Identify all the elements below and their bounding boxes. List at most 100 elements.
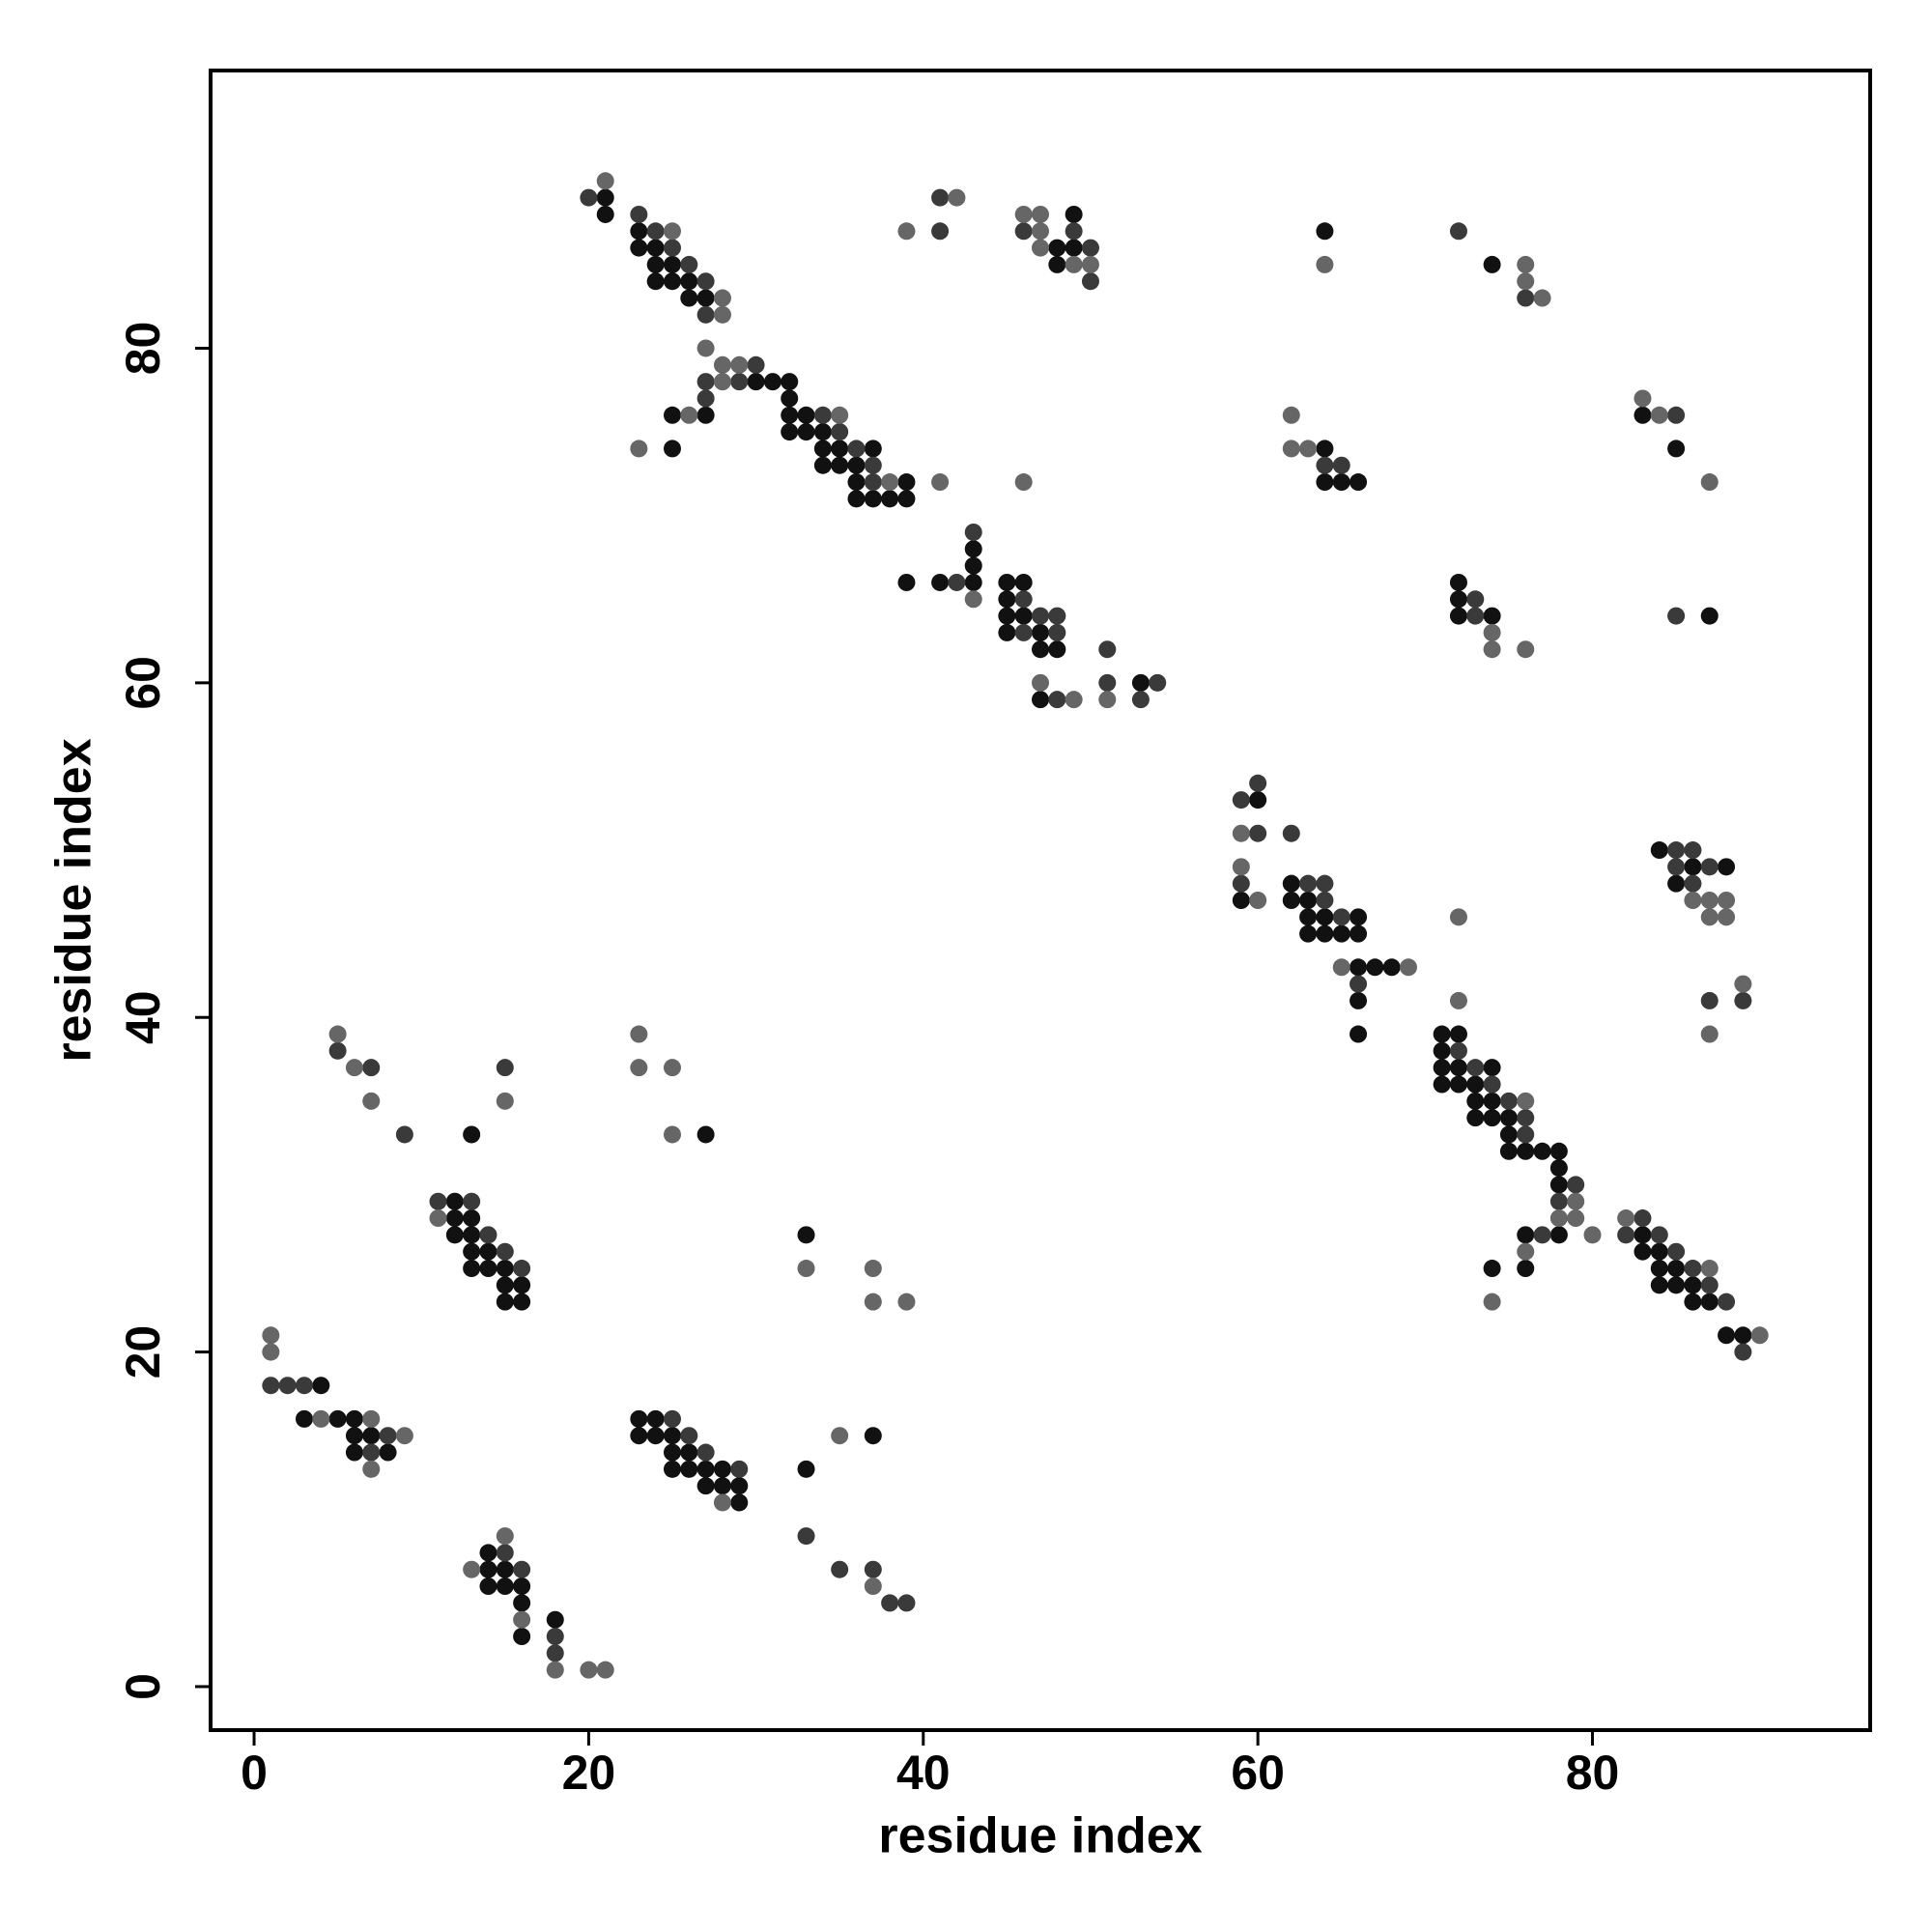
point bbox=[479, 1260, 497, 1278]
point bbox=[580, 188, 598, 207]
point bbox=[362, 1443, 381, 1462]
point bbox=[864, 1293, 882, 1311]
point bbox=[1282, 440, 1300, 458]
point bbox=[1316, 908, 1334, 926]
point bbox=[1634, 1226, 1652, 1244]
point bbox=[295, 1409, 313, 1428]
point bbox=[1700, 1025, 1719, 1043]
point bbox=[646, 239, 665, 257]
x-tick-label: 0 bbox=[241, 1746, 268, 1800]
point bbox=[1048, 255, 1066, 273]
point bbox=[513, 1577, 531, 1596]
point bbox=[429, 1209, 447, 1228]
point bbox=[463, 1242, 481, 1261]
point bbox=[1048, 239, 1066, 257]
point bbox=[262, 1326, 280, 1345]
point bbox=[1549, 1226, 1568, 1244]
point bbox=[1667, 1276, 1686, 1294]
point bbox=[1517, 1125, 1535, 1144]
point bbox=[1549, 1142, 1568, 1160]
point bbox=[1567, 1209, 1585, 1228]
point bbox=[680, 1460, 698, 1478]
point bbox=[730, 1460, 749, 1478]
point bbox=[1433, 1059, 1451, 1077]
point bbox=[1499, 1092, 1518, 1110]
point bbox=[680, 1427, 698, 1445]
point bbox=[496, 1242, 514, 1261]
point bbox=[831, 440, 849, 458]
point bbox=[395, 1427, 413, 1445]
point bbox=[797, 1460, 815, 1478]
point bbox=[295, 1377, 313, 1395]
point bbox=[1700, 1260, 1719, 1278]
point bbox=[881, 1594, 899, 1612]
point bbox=[630, 1427, 648, 1445]
point bbox=[1014, 573, 1033, 591]
point bbox=[379, 1427, 397, 1445]
point bbox=[1048, 691, 1066, 709]
point bbox=[328, 1409, 347, 1428]
point bbox=[730, 1477, 749, 1495]
point bbox=[663, 1409, 681, 1428]
point bbox=[663, 406, 681, 424]
point bbox=[1567, 1176, 1585, 1194]
point bbox=[1081, 239, 1099, 257]
point bbox=[864, 490, 882, 508]
point bbox=[864, 1260, 882, 1278]
point bbox=[1014, 473, 1033, 492]
point bbox=[546, 1628, 564, 1646]
point bbox=[831, 406, 849, 424]
point bbox=[262, 1377, 280, 1395]
point bbox=[864, 1427, 882, 1445]
point bbox=[1232, 858, 1250, 876]
point bbox=[546, 1661, 564, 1679]
point bbox=[1449, 590, 1467, 609]
point bbox=[713, 305, 731, 324]
point bbox=[1718, 1326, 1736, 1345]
point bbox=[630, 440, 648, 458]
point bbox=[1483, 1293, 1501, 1311]
point bbox=[1734, 1343, 1752, 1361]
point bbox=[897, 1594, 916, 1612]
point bbox=[1282, 824, 1300, 842]
point bbox=[496, 1577, 514, 1596]
point bbox=[1483, 640, 1501, 659]
point bbox=[362, 1460, 381, 1478]
point bbox=[696, 1460, 715, 1478]
point bbox=[1483, 623, 1501, 641]
point bbox=[1650, 1260, 1668, 1278]
point bbox=[1517, 1226, 1535, 1244]
point bbox=[1449, 908, 1467, 926]
point bbox=[1316, 255, 1334, 273]
point bbox=[1650, 1226, 1668, 1244]
y-axis-label: residue index bbox=[46, 738, 102, 1062]
point bbox=[496, 1260, 514, 1278]
point bbox=[931, 222, 950, 241]
point bbox=[328, 1041, 347, 1060]
point bbox=[1667, 858, 1686, 876]
point bbox=[479, 1226, 497, 1244]
point bbox=[964, 523, 982, 541]
point bbox=[1032, 623, 1049, 641]
point bbox=[630, 239, 648, 257]
point bbox=[362, 1092, 381, 1110]
point bbox=[1499, 1125, 1518, 1144]
point bbox=[713, 1493, 731, 1512]
point bbox=[1499, 1142, 1518, 1160]
point bbox=[1065, 222, 1083, 241]
point bbox=[864, 473, 882, 492]
point bbox=[345, 1427, 363, 1445]
point bbox=[1634, 1242, 1652, 1261]
point bbox=[696, 1477, 715, 1495]
point bbox=[1449, 573, 1467, 591]
point bbox=[1032, 673, 1049, 692]
point bbox=[1466, 1092, 1485, 1110]
point bbox=[663, 1427, 681, 1445]
point bbox=[1032, 607, 1049, 625]
point bbox=[496, 1276, 514, 1294]
point bbox=[897, 473, 916, 492]
point bbox=[1700, 892, 1719, 909]
point bbox=[1483, 607, 1501, 625]
point bbox=[395, 1125, 413, 1144]
point bbox=[781, 406, 799, 424]
